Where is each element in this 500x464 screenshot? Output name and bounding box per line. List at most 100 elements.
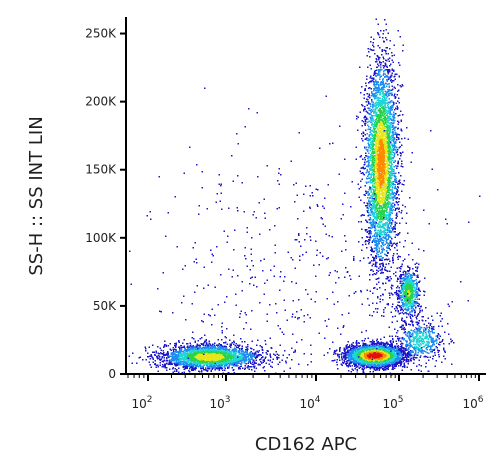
data-point (252, 355, 255, 358)
data-point (159, 364, 161, 366)
data-point (245, 353, 248, 355)
data-point (350, 361, 352, 363)
data-point (198, 363, 200, 365)
data-point (186, 343, 188, 345)
data-point (250, 350, 252, 353)
data-point (288, 353, 291, 356)
data-point (347, 356, 349, 359)
data-point (233, 353, 235, 355)
data-point (224, 364, 226, 366)
data-point (178, 356, 181, 359)
data-point (209, 360, 211, 362)
data-point (344, 358, 347, 360)
data-point (383, 366, 385, 368)
data-point (232, 352, 234, 354)
data-point (202, 367, 204, 369)
data-point (191, 354, 193, 356)
data-point (231, 367, 233, 369)
data-point (155, 352, 157, 354)
data-point (154, 359, 157, 362)
data-point (162, 366, 164, 368)
data-point (241, 351, 244, 353)
data-point (170, 358, 173, 360)
data-point (216, 364, 218, 366)
data-point (241, 349, 244, 352)
data-point (208, 365, 211, 368)
data-point (234, 358, 237, 361)
data-point (224, 349, 227, 351)
data-point (245, 351, 247, 353)
data-point (189, 348, 191, 350)
data-point (379, 343, 381, 345)
data-point (162, 353, 164, 355)
data-point (293, 351, 295, 353)
data-point (207, 368, 209, 370)
data-point (193, 358, 196, 360)
data-point (341, 352, 344, 354)
data-point (395, 340, 397, 342)
data-point (184, 361, 186, 364)
data-point (407, 350, 410, 353)
data-point (164, 354, 167, 356)
data-point (211, 347, 213, 349)
data-point (210, 358, 213, 360)
data-point (206, 348, 208, 351)
data-point (219, 344, 221, 346)
data-point (217, 361, 219, 363)
data-point (263, 358, 265, 361)
data-point (212, 355, 214, 357)
data-point (221, 354, 223, 356)
data-point (259, 364, 262, 366)
data-point (169, 355, 171, 357)
data-point (213, 349, 215, 351)
data-point (176, 369, 178, 371)
data-point (243, 359, 245, 362)
data-point (205, 367, 207, 369)
data-point (177, 371, 180, 373)
data-point (253, 354, 255, 356)
data-point (356, 362, 358, 365)
data-point (356, 347, 358, 350)
data-point (391, 343, 394, 345)
data-point (233, 354, 235, 357)
data-point (149, 358, 152, 360)
data-point (230, 363, 232, 365)
data-point (187, 365, 190, 367)
data-point (190, 361, 193, 364)
data-points (128, 18, 481, 376)
data-point (198, 353, 200, 356)
data-point (215, 359, 217, 362)
data-point (175, 362, 177, 364)
data-point (238, 353, 241, 355)
data-point (219, 363, 222, 365)
data-point (210, 362, 212, 364)
data-point (267, 359, 270, 361)
data-point (361, 368, 363, 371)
data-point (341, 356, 343, 359)
data-point (222, 357, 224, 359)
data-point (205, 359, 208, 361)
data-point (397, 346, 400, 349)
data-point (222, 358, 224, 361)
data-point (378, 345, 380, 347)
data-point (201, 351, 203, 353)
data-point (210, 364, 213, 366)
data-point (241, 356, 243, 358)
data-point (337, 367, 339, 370)
data-point (216, 356, 219, 358)
data-point (199, 371, 201, 373)
data-point (344, 351, 346, 354)
data-point (240, 365, 242, 368)
data-point (156, 356, 158, 359)
data-point (214, 366, 217, 369)
data-point (172, 359, 174, 361)
data-point (368, 346, 370, 348)
data-point (221, 347, 224, 349)
data-point (201, 371, 203, 373)
data-point (365, 357, 367, 359)
data-point (361, 348, 364, 350)
data-point (350, 353, 353, 356)
data-point (361, 367, 363, 369)
data-point (212, 346, 215, 349)
data-point (387, 347, 390, 349)
